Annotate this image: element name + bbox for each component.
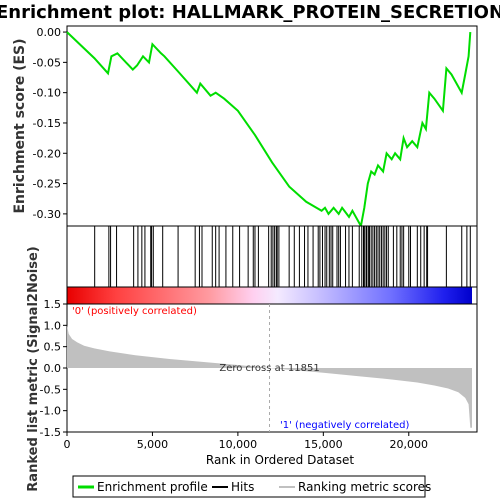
- metric-y-tick-label: 1.0: [44, 319, 62, 332]
- metric-x-tick-label: 15,000: [304, 438, 343, 451]
- es-y-tick-label: -0.10: [33, 87, 61, 100]
- metric-y-tick-label: -1.5: [40, 426, 61, 439]
- es-panel: 0.00 -0.05 -0.10 -0.15 -0.20 -0.25 -0.30 Enric…: [12, 25, 478, 229]
- metric-y-tick-label: 1.5: [44, 298, 62, 311]
- metric-y-tick-label: -0.5: [40, 383, 61, 396]
- metric-x-tick-label: 5,000: [137, 438, 169, 451]
- metric-x-tick-label: 10,000: [219, 438, 258, 451]
- metric-x-axis-label: Rank in Ordered Dataset: [206, 453, 354, 467]
- legend-frame: [72, 475, 426, 498]
- es-y-tick-label: -0.30: [33, 208, 61, 221]
- metric-y-tick-label: -1.0: [40, 405, 61, 418]
- legend-hits-label: Hits: [231, 480, 254, 494]
- positive-correlation-label: '0' (positively correlated): [72, 306, 197, 317]
- es-y-tick-label: -0.25: [33, 178, 61, 191]
- metric-x-tick-label: 0: [64, 438, 71, 451]
- legend: Enrichment profile Hits Ranking metric s…: [72, 475, 431, 498]
- es-y-tick-label: -0.05: [33, 56, 61, 69]
- metric-panel: -1.5 -1.0 -0.5 0.0 0.5 1.0 1.5 0 5,000 10,000 15,…: [26, 246, 478, 492]
- es-y-tick-label: -0.15: [33, 117, 61, 130]
- chart-title: Enrichment plot: HALLMARK_PROTEIN_SECRET…: [0, 2, 500, 23]
- es-panel-frame: [66, 25, 478, 227]
- hit-markers: [94, 226, 471, 287]
- rank-color-bar: [67, 287, 472, 304]
- enrichment-profile-line: [66, 31, 472, 229]
- hits-panel: [66, 225, 478, 288]
- es-y-axis-label: Enrichment score (ES): [12, 38, 28, 213]
- zero-cross-label: Zero cross at 11851: [219, 363, 319, 374]
- es-y-tick-label: -0.20: [33, 147, 61, 160]
- metric-y-tick-label: 0.0: [44, 362, 62, 375]
- hits-panel-frame: [66, 225, 478, 288]
- negative-correlation-label: '1' (negatively correlated): [280, 420, 409, 431]
- metric-x-tick-label: 20,000: [390, 438, 429, 451]
- es-y-axis: 0.00 -0.05 -0.10 -0.15 -0.20 -0.25 -0.30: [33, 26, 67, 221]
- legend-ranking-metric-label: Ranking metric scores: [298, 480, 431, 494]
- es-y-tick-label: 0.00: [37, 26, 62, 39]
- metric-y-tick-label: 0.5: [44, 341, 62, 354]
- legend-enrichment-profile-label: Enrichment profile: [97, 480, 208, 494]
- ranking-metric-area: [67, 325, 472, 428]
- metric-y-axis-label: Ranked list metric (Signal2Noise): [26, 246, 41, 491]
- metric-y-axis: -1.5 -1.0 -0.5 0.0 0.5 1.0 1.5: [40, 298, 67, 439]
- metric-x-axis: 0 5,000 10,000 15,000 20,000: [64, 432, 429, 451]
